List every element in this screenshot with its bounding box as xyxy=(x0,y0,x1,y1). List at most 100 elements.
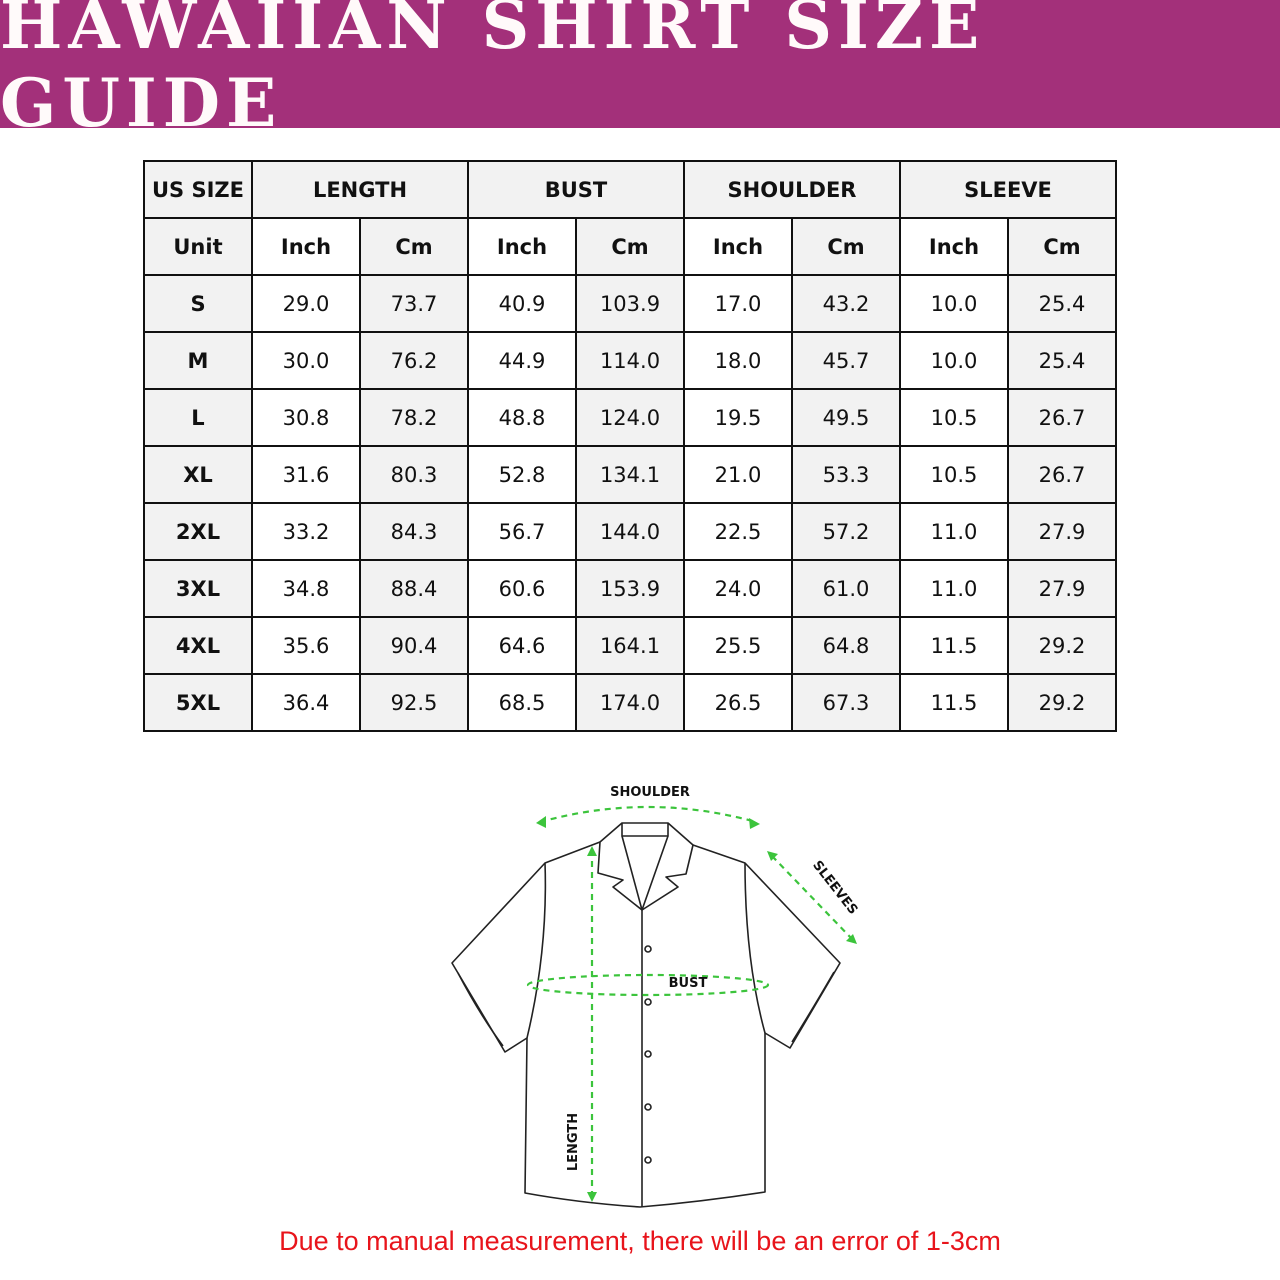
title-banner: HAWAIIAN SHIRT SIZE GUIDE xyxy=(0,0,1280,142)
value-cell: 27.9 xyxy=(1007,559,1117,618)
value-cell: 64.8 xyxy=(791,616,901,675)
value-cell: 35.6 xyxy=(251,616,361,675)
table-row: 2XL 33.2 84.3 56.7 144.0 22.5 57.2 11.0 27.9 xyxy=(143,502,1117,561)
sleeves-label: SLEEVES xyxy=(809,858,860,917)
value-cell: 92.5 xyxy=(359,673,469,732)
value-cell: 90.4 xyxy=(359,616,469,675)
table-row: L 30.8 78.2 48.8 124.0 19.5 49.5 10.5 26.7 xyxy=(143,388,1117,447)
length-label: LENGTH xyxy=(566,1113,581,1171)
value-cell: 26.7 xyxy=(1007,388,1117,447)
row-label-cell: L xyxy=(143,388,253,447)
row-label-cell: 5XL xyxy=(143,673,253,732)
value-cell: 49.5 xyxy=(791,388,901,447)
value-cell: 53.3 xyxy=(791,445,901,504)
value-cell: 24.0 xyxy=(683,559,793,618)
value-cell: 44.9 xyxy=(467,331,577,390)
value-cell: 11.0 xyxy=(899,559,1009,618)
value-cell: 17.0 xyxy=(683,274,793,333)
value-cell: 10.5 xyxy=(899,388,1009,447)
value-cell: 164.1 xyxy=(575,616,685,675)
value-cell: 174.0 xyxy=(575,673,685,732)
value-cell: Inch xyxy=(683,217,793,276)
value-cell: 48.8 xyxy=(467,388,577,447)
header-us-size: US SIZE xyxy=(143,160,253,219)
value-cell: 36.4 xyxy=(251,673,361,732)
value-cell: 56.7 xyxy=(467,502,577,561)
value-cell: 25.4 xyxy=(1007,274,1117,333)
row-label-cell: S xyxy=(143,274,253,333)
value-cell: 52.8 xyxy=(467,445,577,504)
value-cell: 10.0 xyxy=(899,274,1009,333)
row-label-cell: 4XL xyxy=(143,616,253,675)
value-cell: 80.3 xyxy=(359,445,469,504)
value-cell: 45.7 xyxy=(791,331,901,390)
value-cell: 67.3 xyxy=(791,673,901,732)
header-sleeve: SLEEVE xyxy=(899,160,1117,219)
arrow-icons xyxy=(536,816,857,1202)
row-label-cell: XL xyxy=(143,445,253,504)
value-cell: 84.3 xyxy=(359,502,469,561)
value-cell: 61.0 xyxy=(791,559,901,618)
value-cell: 88.4 xyxy=(359,559,469,618)
value-cell: 19.5 xyxy=(683,388,793,447)
value-cell: 134.1 xyxy=(575,445,685,504)
value-cell: 43.2 xyxy=(791,274,901,333)
table-row: XL 31.6 80.3 52.8 134.1 21.0 53.3 10.5 26.7 xyxy=(143,445,1117,504)
value-cell: 40.9 xyxy=(467,274,577,333)
value-cell: 11.5 xyxy=(899,673,1009,732)
value-cell: 68.5 xyxy=(467,673,577,732)
header-shoulder: SHOULDER xyxy=(683,160,901,219)
value-cell: 78.2 xyxy=(359,388,469,447)
row-label-cell: 3XL xyxy=(143,559,253,618)
value-cell: 114.0 xyxy=(575,331,685,390)
bust-label: BUST xyxy=(669,976,708,991)
value-cell: 11.0 xyxy=(899,502,1009,561)
value-cell: 144.0 xyxy=(575,502,685,561)
table-row: 4XL 35.6 90.4 64.6 164.1 25.5 64.8 11.5 29.2 xyxy=(143,616,1117,675)
row-label-cell: Unit xyxy=(143,217,253,276)
value-cell: 30.0 xyxy=(251,331,361,390)
value-cell: 25.4 xyxy=(1007,331,1117,390)
value-cell: 10.5 xyxy=(899,445,1009,504)
row-label-cell: 2XL xyxy=(143,502,253,561)
value-cell: 26.7 xyxy=(1007,445,1117,504)
row-label-cell: M xyxy=(143,331,253,390)
value-cell: 60.6 xyxy=(467,559,577,618)
value-cell: 73.7 xyxy=(359,274,469,333)
shirt-outline xyxy=(451,822,841,1208)
table-row: 3XL 34.8 88.4 60.6 153.9 24.0 61.0 11.0 27.9 xyxy=(143,559,1117,618)
value-cell: 76.2 xyxy=(359,331,469,390)
value-cell: 29.0 xyxy=(251,274,361,333)
value-cell: 18.0 xyxy=(683,331,793,390)
value-cell: 153.9 xyxy=(575,559,685,618)
value-cell: 22.5 xyxy=(683,502,793,561)
value-cell: 64.6 xyxy=(467,616,577,675)
value-cell: Inch xyxy=(251,217,361,276)
shoulder-label: SHOULDER xyxy=(610,785,690,800)
header-bust: BUST xyxy=(467,160,685,219)
measure-lines xyxy=(526,805,854,1198)
value-cell: Inch xyxy=(899,217,1009,276)
page-title: HAWAIIAN SHIRT SIZE GUIDE xyxy=(0,0,986,142)
value-cell: 124.0 xyxy=(575,388,685,447)
value-cell: 11.5 xyxy=(899,616,1009,675)
table-row: S 29.0 73.7 40.9 103.9 17.0 43.2 10.0 25.4 xyxy=(143,274,1117,333)
header-length: LENGTH xyxy=(251,160,469,219)
table-row: M 30.0 76.2 44.9 114.0 18.0 45.7 10.0 25.4 xyxy=(143,331,1117,390)
value-cell: Inch xyxy=(467,217,577,276)
value-cell: 29.2 xyxy=(1007,616,1117,675)
value-cell: 29.2 xyxy=(1007,673,1117,732)
value-cell: 10.0 xyxy=(899,331,1009,390)
value-cell: Cm xyxy=(359,217,469,276)
size-table: US SIZE LENGTH BUST SHOULDER SLEEVE Unit… xyxy=(143,160,1117,732)
value-cell: 27.9 xyxy=(1007,502,1117,561)
value-cell: 103.9 xyxy=(575,274,685,333)
value-cell: Cm xyxy=(791,217,901,276)
value-cell: 31.6 xyxy=(251,445,361,504)
table-row: 5XL 36.4 92.5 68.5 174.0 26.5 67.3 11.5 29.2 xyxy=(143,673,1117,732)
measurement-note: Due to manual measurement, there will be… xyxy=(279,1226,1001,1256)
value-cell: Cm xyxy=(1007,217,1117,276)
value-cell: Cm xyxy=(575,217,685,276)
value-cell: 30.8 xyxy=(251,388,361,447)
